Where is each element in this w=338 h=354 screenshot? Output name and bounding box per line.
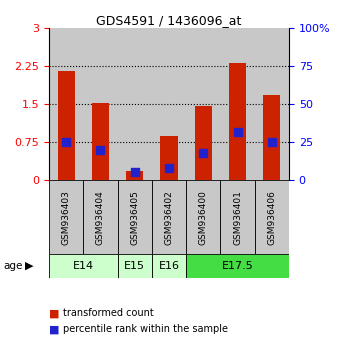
Bar (57, 71, 75, 180)
Text: E17.5: E17.5 (222, 261, 254, 271)
Bar (186, 254, 289, 278)
Bar (92, 103, 109, 180)
Point (64, 139, 69, 145)
Bar (161, 136, 177, 180)
Point (132, 170, 138, 175)
Bar (118, 28, 152, 180)
Text: E14: E14 (73, 261, 94, 271)
Point (166, 165, 172, 171)
Bar (255, 180, 289, 254)
Bar (49, 254, 118, 278)
Bar (152, 180, 186, 254)
Text: GSM936401: GSM936401 (233, 190, 242, 245)
Bar (49, 28, 83, 180)
Bar (126, 171, 143, 180)
Text: age: age (3, 261, 23, 271)
Text: ▶: ▶ (25, 261, 34, 271)
Bar (229, 63, 246, 180)
Text: ■: ■ (49, 308, 59, 318)
Bar (152, 254, 186, 278)
Text: transformed count: transformed count (63, 308, 153, 318)
Bar (220, 28, 255, 180)
Text: GSM936405: GSM936405 (130, 190, 139, 245)
Point (269, 139, 274, 145)
Bar (220, 180, 255, 254)
Bar (186, 28, 220, 180)
Bar (83, 28, 118, 180)
Text: ■: ■ (49, 324, 59, 334)
Text: GSM936403: GSM936403 (62, 190, 71, 245)
Bar (118, 254, 152, 278)
Bar (263, 95, 281, 180)
Bar (152, 28, 186, 180)
Text: percentile rank within the sample: percentile rank within the sample (63, 324, 227, 334)
Text: GSM936404: GSM936404 (96, 190, 105, 245)
Text: GSM936406: GSM936406 (267, 190, 276, 245)
Text: GSM936402: GSM936402 (165, 190, 173, 245)
Bar (195, 106, 212, 180)
Text: E16: E16 (159, 261, 179, 271)
Point (235, 129, 240, 135)
Bar (255, 28, 289, 180)
Title: GDS4591 / 1436096_at: GDS4591 / 1436096_at (96, 14, 242, 27)
Text: GSM936400: GSM936400 (199, 190, 208, 245)
Bar (83, 180, 118, 254)
Point (200, 150, 206, 156)
Point (98, 147, 103, 153)
Bar (118, 180, 152, 254)
Bar (49, 180, 83, 254)
Bar (186, 180, 220, 254)
Text: E15: E15 (124, 261, 145, 271)
